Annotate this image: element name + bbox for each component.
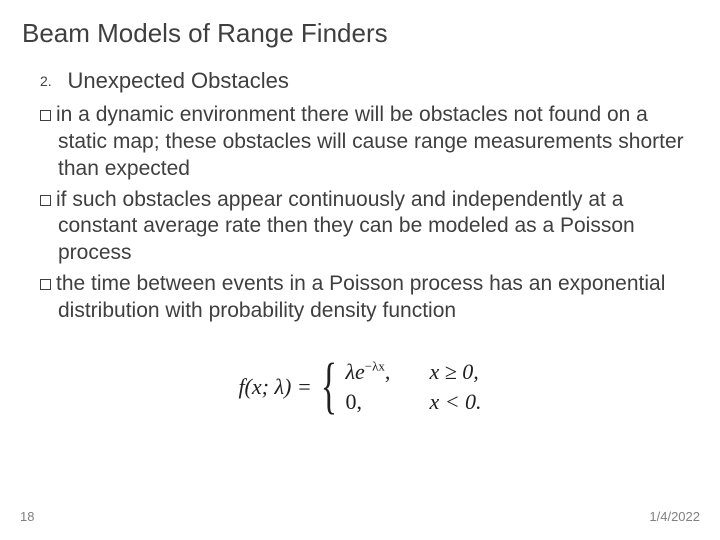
case-exponent: −λx (365, 358, 385, 373)
bullet-text: if such obstacles appear continuously an… (56, 188, 635, 265)
case-condition: x ≥ 0, (429, 358, 478, 386)
checkbox-icon (40, 110, 51, 121)
slide: Beam Models of Range Finders 2. Unexpect… (0, 0, 720, 540)
bullet-item: the time between events in a Poisson pro… (40, 271, 698, 325)
case-comma: , (385, 359, 391, 384)
case-expr: 0, (345, 388, 413, 416)
bullet-item: if such obstacles appear continuously an… (40, 187, 698, 268)
slide-date: 1/4/2022 (649, 509, 700, 524)
section-heading-row: 2. Unexpected Obstacles (40, 67, 698, 96)
content-body: 2. Unexpected Obstacles in a dynamic env… (22, 67, 698, 417)
bullet-text: in a dynamic environment there will be o… (56, 103, 684, 180)
formula: f(x; λ) = { λe−λx, x ≥ 0, 0, x < 0. (22, 357, 698, 417)
bullet-text: the time between events in a Poisson pro… (56, 272, 665, 322)
case-base: λe (345, 359, 364, 384)
checkbox-icon (40, 279, 51, 290)
case-condition: x < 0. (429, 388, 481, 416)
case-expr: λe−λx, (345, 358, 413, 386)
page-number: 18 (20, 509, 34, 524)
formula-lhs: f(x; λ) = (238, 373, 311, 401)
section-number: 2. (40, 73, 52, 91)
formula-cases: λe−λx, x ≥ 0, 0, x < 0. (345, 357, 481, 417)
bullet-item: in a dynamic environment there will be o… (40, 102, 698, 183)
section-heading: Unexpected Obstacles (68, 68, 289, 93)
case-row: 0, x < 0. (345, 387, 481, 417)
checkbox-icon (40, 195, 51, 206)
brace-icon: { (320, 362, 336, 412)
case-row: λe−λx, x ≥ 0, (345, 357, 481, 387)
page-title: Beam Models of Range Finders (22, 18, 698, 49)
